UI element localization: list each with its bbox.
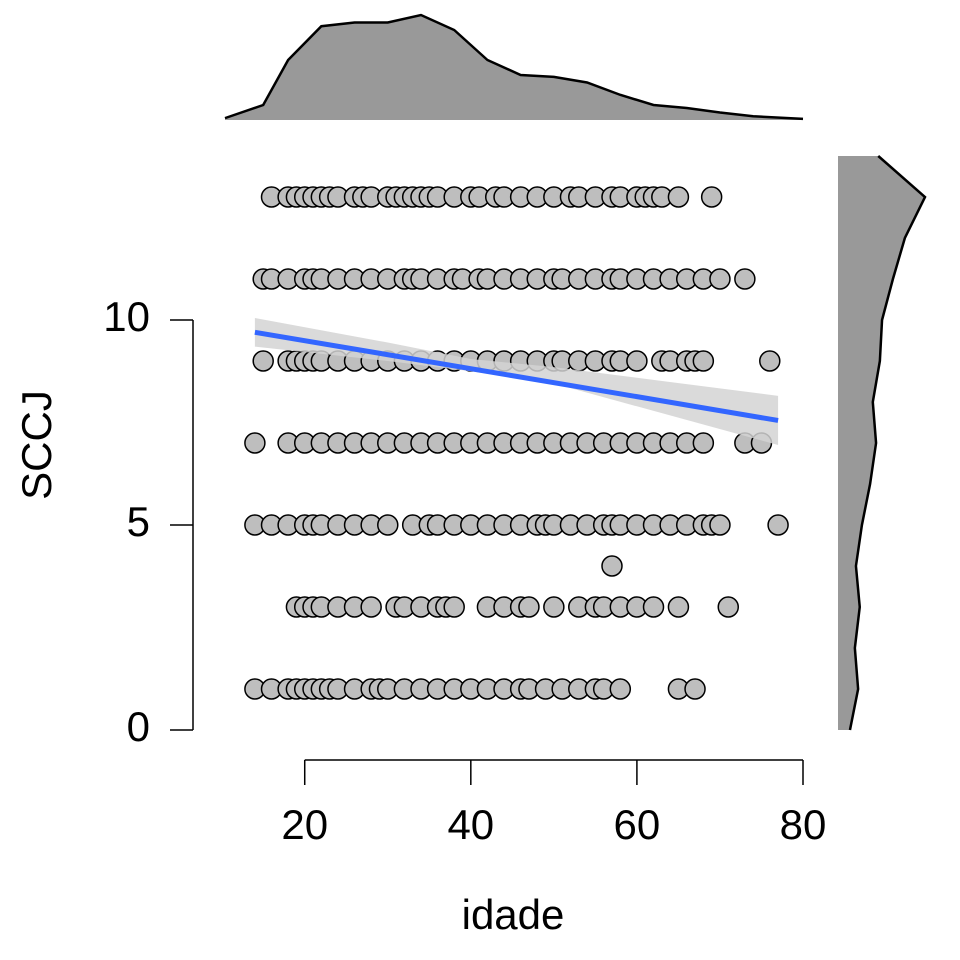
x-tick-label: 80: [780, 801, 827, 848]
point: [734, 268, 756, 290]
y-tick-label: 10: [103, 293, 150, 340]
x-density: [225, 15, 803, 120]
point: [717, 596, 740, 618]
y-tick-label: 0: [127, 703, 150, 750]
point: [360, 596, 382, 618]
point: [244, 432, 266, 454]
point: [543, 596, 565, 618]
fit-line: [254, 329, 779, 423]
point: [626, 350, 648, 372]
x-density-outline: [224, 13, 804, 121]
point: [601, 555, 623, 577]
y-density: [838, 156, 925, 730]
point: [692, 432, 715, 454]
y-tick-label: 5: [127, 498, 150, 545]
y-density-outline: [848, 155, 927, 731]
point: [642, 596, 665, 618]
point: [667, 186, 690, 208]
point: [377, 514, 399, 536]
point: [518, 596, 540, 618]
point: [759, 350, 781, 372]
x-tick-label: 20: [281, 801, 328, 848]
point: [709, 514, 731, 536]
point: [667, 596, 690, 618]
point: [692, 350, 715, 372]
point: [684, 678, 706, 700]
point: [709, 268, 731, 290]
x-tick-label: 60: [614, 801, 661, 848]
point: [700, 186, 723, 208]
point: [252, 350, 274, 372]
point: [609, 678, 632, 700]
y-axis-title: SCCJ: [13, 390, 60, 500]
confidence-band: [254, 317, 779, 446]
x-axis-title: idade: [462, 891, 565, 938]
point: [443, 596, 465, 618]
x-tick-label: 40: [447, 801, 494, 848]
point: [767, 514, 789, 536]
